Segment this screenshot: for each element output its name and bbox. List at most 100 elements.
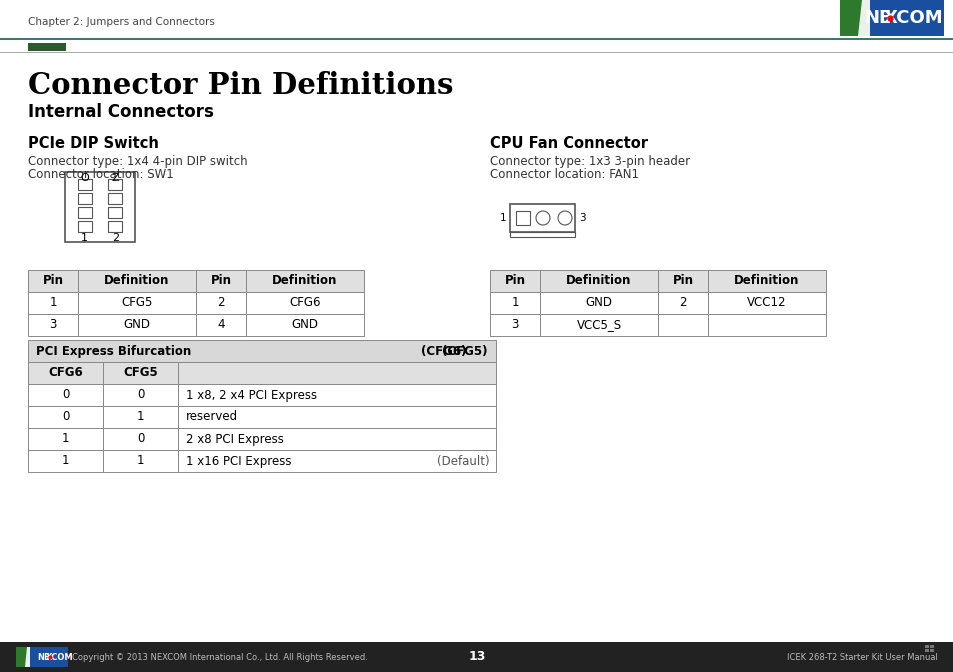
Bar xyxy=(103,428,178,450)
Text: Z: Z xyxy=(112,173,119,183)
Text: GND: GND xyxy=(123,319,151,331)
Text: GND: GND xyxy=(292,319,318,331)
Text: Pin: Pin xyxy=(211,274,232,288)
Text: 0: 0 xyxy=(136,433,144,446)
Text: 1: 1 xyxy=(50,296,56,310)
Bar xyxy=(28,340,496,362)
Bar xyxy=(77,221,91,232)
Text: Pin: Pin xyxy=(504,274,525,288)
Text: 1: 1 xyxy=(136,454,144,468)
Text: Pin: Pin xyxy=(43,274,64,288)
Bar xyxy=(924,645,928,648)
Bar xyxy=(490,314,539,336)
Bar xyxy=(78,270,195,292)
Bar xyxy=(28,428,103,450)
Bar xyxy=(178,428,496,450)
Polygon shape xyxy=(857,0,869,36)
Text: 2: 2 xyxy=(679,296,686,310)
Text: reserved: reserved xyxy=(186,411,238,423)
Text: 2 x8 PCI Express: 2 x8 PCI Express xyxy=(186,433,284,446)
Text: ICEK 268-T2 Starter Kit User Manual: ICEK 268-T2 Starter Kit User Manual xyxy=(786,653,937,661)
Text: 1 x8, 2 x4 PCI Express: 1 x8, 2 x4 PCI Express xyxy=(186,388,316,401)
Text: Definition: Definition xyxy=(734,274,799,288)
Bar xyxy=(246,270,364,292)
Text: 1: 1 xyxy=(499,213,506,223)
Text: 1: 1 xyxy=(511,296,518,310)
Bar xyxy=(65,172,135,242)
Text: Connector location: SW1: Connector location: SW1 xyxy=(28,169,173,181)
Bar xyxy=(16,647,68,667)
Text: 3: 3 xyxy=(578,213,585,223)
Bar xyxy=(77,193,91,204)
Bar xyxy=(516,211,530,225)
Text: CFG6: CFG6 xyxy=(289,296,320,310)
Bar xyxy=(539,314,658,336)
Text: CFG5: CFG5 xyxy=(121,296,152,310)
Bar xyxy=(195,292,246,314)
Bar xyxy=(929,649,933,652)
Text: CFG6: CFG6 xyxy=(48,366,83,380)
Text: Definition: Definition xyxy=(104,274,170,288)
Text: GND: GND xyxy=(585,296,612,310)
Text: (Default): (Default) xyxy=(436,454,490,468)
Bar xyxy=(77,179,91,190)
Bar xyxy=(28,406,103,428)
Bar xyxy=(707,270,825,292)
Text: XCOM: XCOM xyxy=(46,653,73,661)
Bar xyxy=(840,0,943,36)
Text: Connector Pin Definitions: Connector Pin Definitions xyxy=(28,71,453,99)
Bar xyxy=(510,232,575,237)
Text: 0: 0 xyxy=(136,388,144,401)
Bar xyxy=(77,207,91,218)
Bar xyxy=(109,221,122,232)
Text: Connector type: 1x4 4-pin DIP switch: Connector type: 1x4 4-pin DIP switch xyxy=(28,155,248,167)
Text: 1 x16 PCI Express: 1 x16 PCI Express xyxy=(186,454,292,468)
Text: 1: 1 xyxy=(136,411,144,423)
Bar xyxy=(658,314,707,336)
Text: 2: 2 xyxy=(112,233,119,243)
Bar xyxy=(246,314,364,336)
Text: 0: 0 xyxy=(62,388,70,401)
Bar xyxy=(707,292,825,314)
Text: Definition: Definition xyxy=(272,274,337,288)
Bar xyxy=(707,314,825,336)
Bar xyxy=(28,450,103,472)
Text: VCC12: VCC12 xyxy=(746,296,786,310)
Text: 3: 3 xyxy=(50,319,56,331)
Text: PCIe DIP Switch: PCIe DIP Switch xyxy=(28,136,159,151)
Bar xyxy=(658,292,707,314)
Bar xyxy=(103,450,178,472)
Bar xyxy=(28,270,78,292)
Text: CFG5: CFG5 xyxy=(123,366,157,380)
Bar xyxy=(178,450,496,472)
Text: Connector type: 1x3 3-pin header: Connector type: 1x3 3-pin header xyxy=(490,155,689,167)
Text: Copyright © 2013 NEXCOM International Co., Ltd. All Rights Reserved.: Copyright © 2013 NEXCOM International Co… xyxy=(71,653,368,661)
Text: 1: 1 xyxy=(62,454,70,468)
Bar xyxy=(929,645,933,648)
Text: Chapter 2: Jumpers and Connectors: Chapter 2: Jumpers and Connectors xyxy=(28,17,214,27)
Text: 4: 4 xyxy=(217,319,225,331)
Bar xyxy=(109,193,122,204)
Text: Connector location: FAN1: Connector location: FAN1 xyxy=(490,169,639,181)
Bar xyxy=(178,362,496,384)
Polygon shape xyxy=(25,647,30,667)
Bar xyxy=(510,204,575,232)
Bar xyxy=(0,0,953,36)
Bar xyxy=(103,362,178,384)
Text: 1: 1 xyxy=(81,233,88,243)
Bar xyxy=(28,384,103,406)
Bar xyxy=(539,270,658,292)
Text: Pin: Pin xyxy=(672,274,693,288)
Text: (CFG6): (CFG6) xyxy=(420,345,466,358)
Text: 0: 0 xyxy=(62,411,70,423)
Text: XCOM: XCOM xyxy=(882,9,942,27)
Text: (CFG5): (CFG5) xyxy=(442,345,488,358)
Text: 13: 13 xyxy=(468,650,485,663)
Text: NE: NE xyxy=(863,9,891,27)
Bar xyxy=(490,292,539,314)
Text: VCC5_S: VCC5_S xyxy=(576,319,621,331)
Bar xyxy=(539,292,658,314)
Bar xyxy=(109,179,122,190)
Bar xyxy=(0,52,953,53)
Text: Definition: Definition xyxy=(566,274,631,288)
